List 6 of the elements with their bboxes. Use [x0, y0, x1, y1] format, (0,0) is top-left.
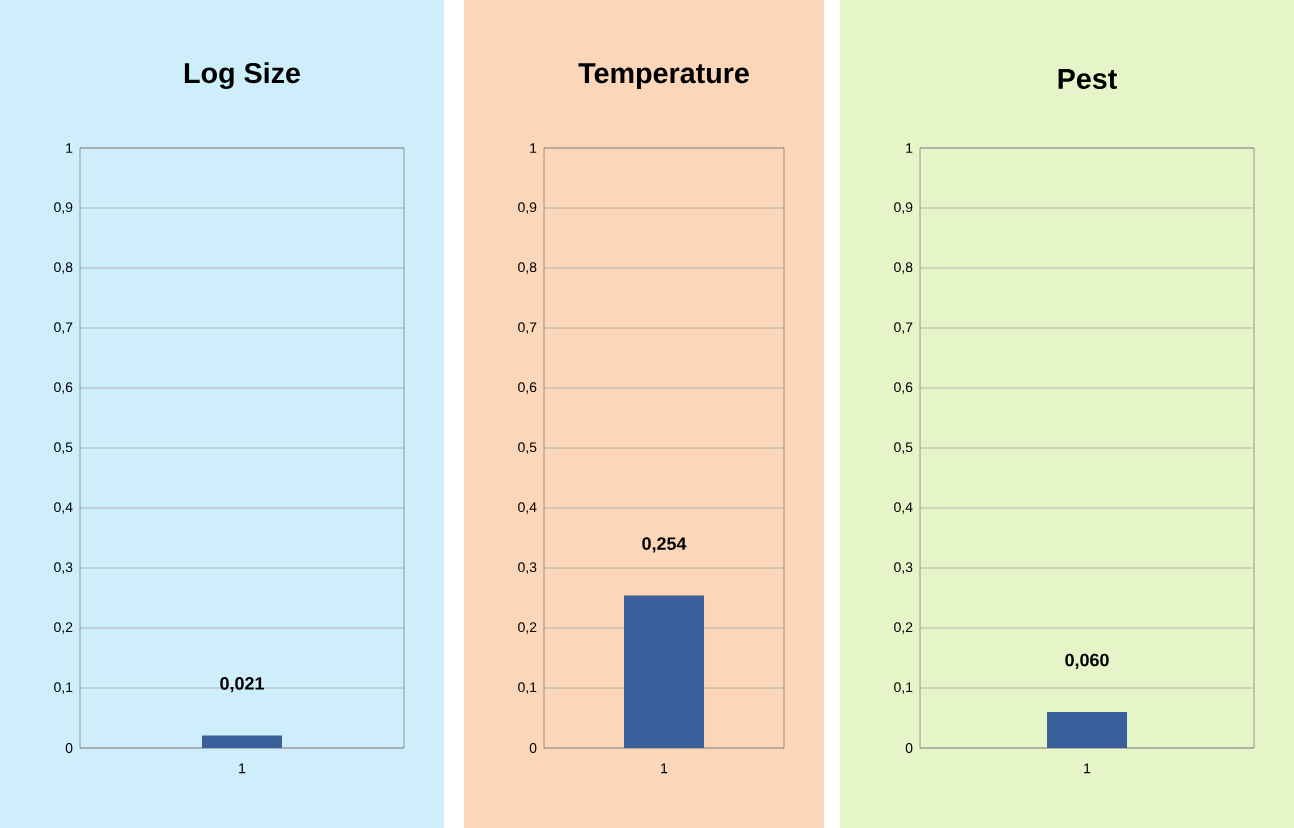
- data-label: 0,254: [642, 537, 687, 553]
- chart-title: Temperature: [578, 63, 749, 90]
- chart-title: Pest: [1058, 68, 1117, 89]
- chart-title: Log Size: [184, 62, 300, 90]
- data-label: 0,060: [1065, 653, 1109, 669]
- data-label: 0,021: [220, 677, 264, 693]
